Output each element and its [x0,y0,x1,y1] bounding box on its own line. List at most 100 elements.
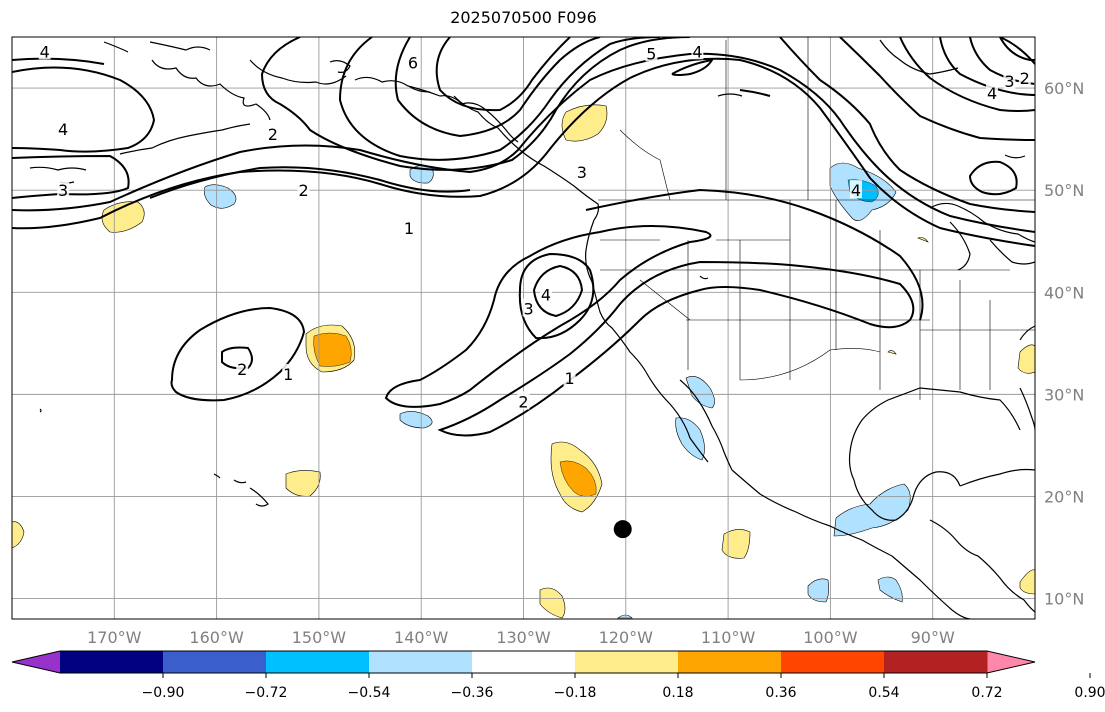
contour-label-bg [986,83,999,102]
contour-label: 4 [851,181,861,200]
anomaly-negative-area [807,578,829,603]
latitude-label: 10°N [1044,590,1084,609]
contour-label: 3 [524,300,534,319]
contour-label: 1 [564,369,574,388]
graticule [12,37,1035,619]
latitude-labels: 10°N 20°N 30°N 40°N 50°N 60°N [1044,79,1084,609]
latitude-label: 60°N [1044,79,1084,98]
longitude-label: 150°W [292,628,347,647]
contour-label: 2 [268,125,278,144]
colorbar-tick-label: −0.36 [451,685,494,701]
colorbar-segment [60,651,164,673]
contour-label: 4 [541,285,551,304]
contour-label-bg [297,180,310,199]
contour-label: 4 [987,84,997,103]
contour-label: 5 [646,44,656,63]
anomaly-positive-area [1019,569,1035,595]
anomaly-orange-area [313,332,352,367]
anomaly-positive-area [1017,344,1035,374]
colorbar-tick-label: −0.90 [142,685,185,701]
latitude-label: 20°N [1044,487,1084,506]
longitude-label: 90°W [911,628,955,647]
contour-label-bg [540,284,553,303]
map-title: 2025070500 F096 [450,8,597,27]
anomaly-negative-area [399,411,433,429]
anomaly-positive-area [561,104,608,142]
contour-label: 3 [577,163,587,182]
storm-center-dot [613,520,632,539]
contour-label-bg [282,363,295,382]
longitude-label: 120°W [599,628,654,647]
contour-label: 4 [692,42,702,61]
anomaly-orange-area [559,460,597,497]
latitude-label: 30°N [1044,385,1084,404]
anomaly-negative-area [617,614,633,619]
contour-label-bg [57,118,70,137]
longitude-label: 170°W [87,628,142,647]
latitude-label: 40°N [1044,283,1084,302]
latitude-label: 50°N [1044,181,1084,200]
contour-label-bg [691,41,704,60]
colorbar-segment [472,651,576,673]
anomaly-positive-area [101,201,145,233]
contour-label-bg [522,298,535,317]
colorbar-over-arrow [987,651,1035,673]
contour-label-bg [38,41,51,60]
longitude-label: 110°W [701,628,756,647]
colorbar-tick-label: 0.18 [662,685,693,701]
anomaly-positive-area [285,470,321,497]
colorbar-segment [163,651,267,673]
colorbar-outline [11,650,1036,674]
colorbar-tick-label: 0.54 [868,685,899,701]
contour-label: 2 [1020,69,1030,88]
colorbar-segment [781,651,885,673]
colorbar-tick-label: −0.72 [245,685,288,701]
longitude-labels: 170°W 160°W 150°W 140°W 130°W 120°W 110°W 100°W… [87,628,955,647]
contour-label: 1 [404,219,414,238]
longitude-label: 140°W [394,628,449,647]
contour-lines [12,37,1035,437]
colorbar-tick-label: 0.90 [1074,685,1105,701]
contour-label: 3 [1004,72,1014,91]
contour-label: 4 [58,120,68,139]
contour-label-bg [407,52,420,71]
contour-label-bg [645,43,658,62]
colorbar-segment [266,651,370,673]
contour-label: 2 [298,181,308,200]
longitude-label: 100°W [803,628,858,647]
colorbar: −0.90 −0.72 −0.54 −0.36 −0.18 0.18 0.36 0.54 0.7… [11,650,1105,701]
colorbar-segment [678,651,782,673]
state-borders [598,37,1035,400]
colorbar-tick-label: −0.18 [554,685,597,701]
coastlines [29,39,1035,619]
contour-labels: 4342126543443215342121 [38,41,1035,412]
contour-label-bg [563,368,576,387]
longitude-label: 130°W [496,628,551,647]
contour-label-bg [575,161,588,180]
contour-label: 4 [40,42,50,61]
colorbar-tick-label: 0.72 [971,685,1002,701]
anomaly-positive-area [721,529,751,559]
colorbar-under-arrow [12,651,60,673]
anomaly-positive-area [917,237,929,243]
colorbar-segment [369,651,473,673]
colorbar-segment [575,651,679,673]
colorbar-segment [884,651,988,673]
contour-label: 2 [518,393,528,412]
anomaly-negative-area [203,184,237,209]
anomaly-positive-area [12,521,25,549]
longitude-label: 160°W [189,628,244,647]
anomaly-negative-area [685,376,715,409]
shaded-anomalies [12,104,1035,619]
contour-label: 6 [408,54,418,73]
colorbar-tick-label: −0.54 [348,685,391,701]
contour-label-bg [402,217,415,236]
map-frame [11,36,1036,620]
contour-label-bg [1018,67,1031,86]
colorbar-tick-label: 0.36 [765,685,796,701]
contour-label-bg [57,180,70,199]
contour-label: 2 [237,360,247,379]
contour-label: 3 [58,181,68,200]
contour-label-bg [236,358,249,377]
